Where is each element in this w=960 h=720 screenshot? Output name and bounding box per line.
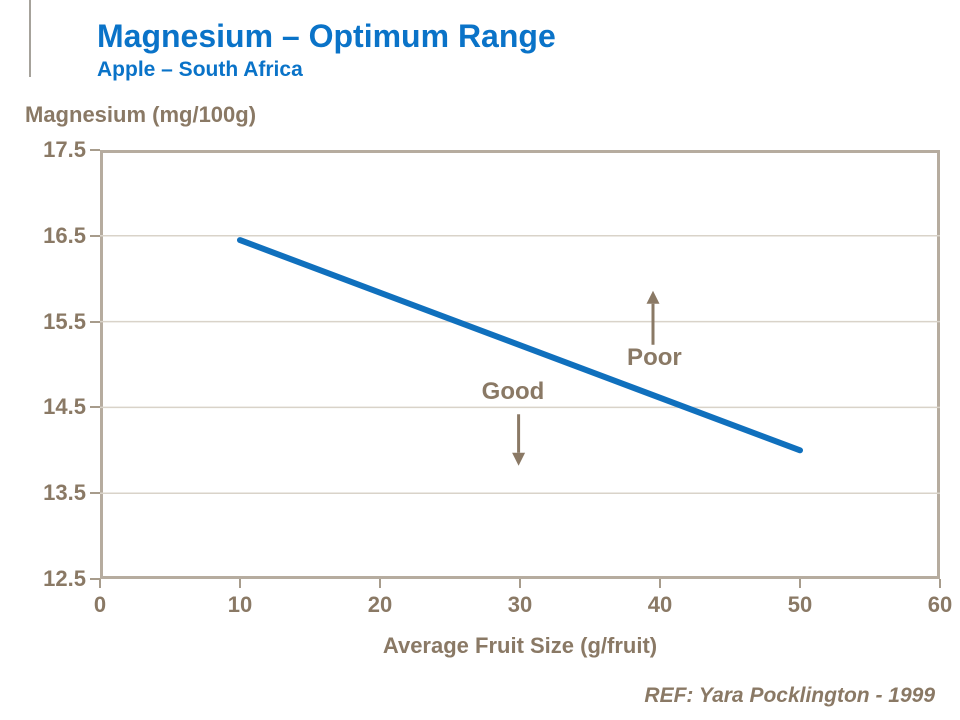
y-tick-label: 14.5	[43, 394, 86, 420]
y-tick-label: 12.5	[43, 566, 86, 591]
y-tick-mark	[90, 406, 100, 409]
page-title: Magnesium – Optimum Range	[97, 18, 556, 54]
x-tick-label: 0	[93, 592, 107, 617]
x-tick-label: 20	[367, 592, 393, 617]
x-tick-mark	[939, 579, 941, 588]
x-tick-label: 30	[507, 592, 533, 617]
x-tick-label: 10	[227, 592, 253, 617]
y-axis-title: Magnesium (mg/100g)	[25, 102, 257, 127]
y-tick-mark	[90, 578, 100, 580]
x-tick-mark	[99, 579, 101, 588]
y-tick-mark	[90, 149, 100, 151]
y-tick-mark	[90, 234, 100, 237]
page-subtitle: Apple – South Africa	[97, 58, 303, 81]
series-line	[237, 237, 803, 454]
x-tick-mark	[239, 579, 241, 588]
chart-canvas	[100, 235, 940, 494]
y-tick-label: 17.5	[43, 137, 86, 162]
x-tick-label: 40	[647, 592, 673, 617]
reference-text: REF: Yara Pocklington - 1999	[644, 684, 935, 707]
plot-area-border	[100, 150, 940, 579]
x-tick-label: 50	[787, 592, 813, 617]
annotation-label-poor: Poor	[627, 343, 682, 371]
x-tick-mark	[519, 579, 521, 588]
y-tick-mark	[90, 320, 100, 323]
y-tick-label: 16.5	[43, 222, 86, 248]
x-tick-label: 60	[927, 592, 953, 617]
x-tick-mark	[659, 579, 661, 588]
annotation-arrow-head	[646, 290, 660, 304]
x-axis-title: Average Fruit Size (g/fruit)	[382, 633, 658, 658]
x-tick-mark	[799, 579, 801, 588]
x-tick-mark	[379, 579, 381, 588]
y-tick-label: 13.5	[43, 480, 86, 506]
annotation-label-good: Good	[481, 377, 545, 405]
y-tick-mark	[90, 492, 100, 495]
slide-edge-line	[29, 0, 31, 77]
y-tick-label: 15.5	[43, 308, 86, 334]
annotation-arrow-head	[512, 452, 526, 466]
